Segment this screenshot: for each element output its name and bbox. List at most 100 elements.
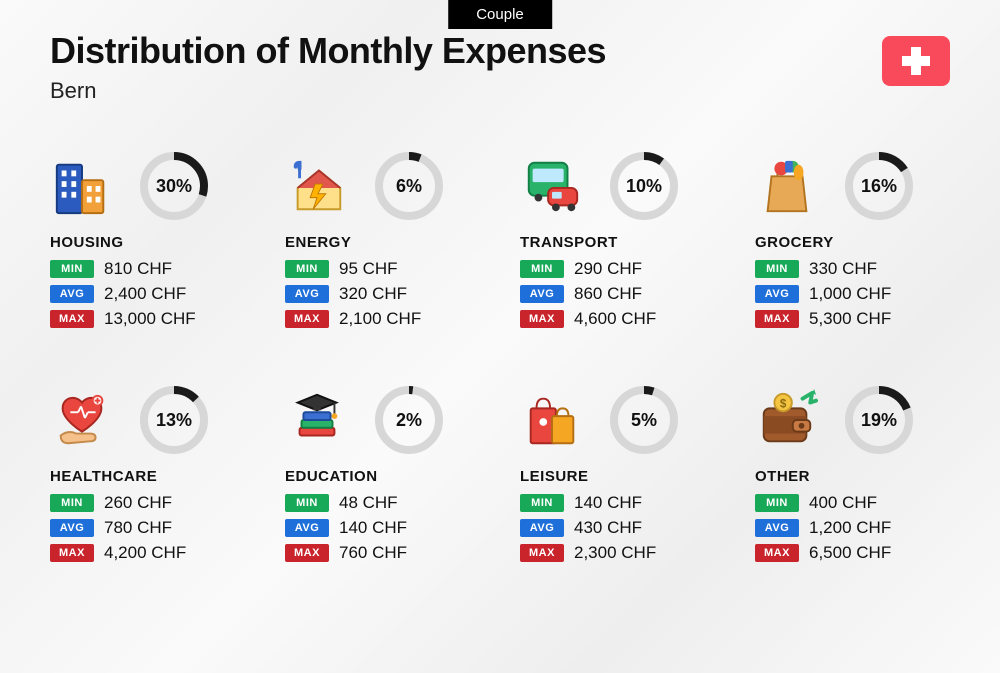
healthcare-percent-label: 13%: [138, 384, 210, 456]
grocery-min-value: 330 CHF: [809, 259, 877, 279]
max-badge: MAX: [520, 310, 564, 328]
leisure-max-row: MAX 2,300 CHF: [520, 543, 735, 563]
leisure-min-row: MIN 140 CHF: [520, 493, 735, 513]
grocery-percent-label: 16%: [843, 150, 915, 222]
max-badge: MAX: [755, 310, 799, 328]
category-card-grocery: 16% GROCERY MIN 330 CHF AVG 1,000 CHF MA…: [755, 150, 970, 334]
max-badge: MAX: [50, 544, 94, 562]
energy-max-value: 2,100 CHF: [339, 309, 421, 329]
housing-percent-donut: 30%: [138, 150, 210, 222]
housing-icon: [50, 154, 114, 218]
category-card-education: 2% EDUCATION MIN 48 CHF AVG 140 CHF MAX …: [285, 384, 500, 568]
min-badge: MIN: [755, 494, 799, 512]
max-badge: MAX: [520, 544, 564, 562]
max-badge: MAX: [285, 310, 329, 328]
transport-percent-donut: 10%: [608, 150, 680, 222]
other-percent-donut: 19%: [843, 384, 915, 456]
education-percent-donut: 2%: [373, 384, 445, 456]
housing-min-value: 810 CHF: [104, 259, 172, 279]
healthcare-avg-value: 780 CHF: [104, 518, 172, 538]
education-icon: [285, 388, 349, 452]
other-name: OTHER: [755, 468, 970, 485]
min-badge: MIN: [520, 494, 564, 512]
min-badge: MIN: [50, 260, 94, 278]
healthcare-max-value: 4,200 CHF: [104, 543, 186, 563]
other-percent-label: 19%: [843, 384, 915, 456]
min-badge: MIN: [50, 494, 94, 512]
title-block: Distribution of Monthly Expenses Bern: [50, 30, 606, 104]
min-badge: MIN: [755, 260, 799, 278]
transport-avg-row: AVG 860 CHF: [520, 284, 735, 304]
leisure-name: LEISURE: [520, 468, 735, 485]
avg-badge: AVG: [520, 285, 564, 303]
housing-max-value: 13,000 CHF: [104, 309, 196, 329]
avg-badge: AVG: [285, 285, 329, 303]
education-percent-label: 2%: [373, 384, 445, 456]
category-card-energy: 6% ENERGY MIN 95 CHF AVG 320 CHF MAX 2,1…: [285, 150, 500, 334]
leisure-percent-label: 5%: [608, 384, 680, 456]
transport-min-value: 290 CHF: [574, 259, 642, 279]
other-min-row: MIN 400 CHF: [755, 493, 970, 513]
swiss-flag-icon: [882, 36, 950, 86]
leisure-max-value: 2,300 CHF: [574, 543, 656, 563]
min-badge: MIN: [520, 260, 564, 278]
energy-min-row: MIN 95 CHF: [285, 259, 500, 279]
other-avg-row: AVG 1,200 CHF: [755, 518, 970, 538]
transport-max-row: MAX 4,600 CHF: [520, 309, 735, 329]
avg-badge: AVG: [285, 519, 329, 537]
transport-percent-label: 10%: [608, 150, 680, 222]
healthcare-avg-row: AVG 780 CHF: [50, 518, 265, 538]
category-card-healthcare: 13% HEALTHCARE MIN 260 CHF AVG 780 CHF M…: [50, 384, 265, 568]
healthcare-percent-donut: 13%: [138, 384, 210, 456]
healthcare-icon: [50, 388, 114, 452]
household-type-badge: Couple: [448, 0, 552, 29]
other-icon: $: [755, 388, 819, 452]
housing-min-row: MIN 810 CHF: [50, 259, 265, 279]
max-badge: MAX: [755, 544, 799, 562]
education-min-row: MIN 48 CHF: [285, 493, 500, 513]
other-avg-value: 1,200 CHF: [809, 518, 891, 538]
other-max-value: 6,500 CHF: [809, 543, 891, 563]
energy-percent-label: 6%: [373, 150, 445, 222]
category-card-other: $ 19% OTHER MIN 400 CHF AVG 1,200 CHF MA…: [755, 384, 970, 568]
grocery-avg-value: 1,000 CHF: [809, 284, 891, 304]
category-card-housing: 30% HOUSING MIN 810 CHF AVG 2,400 CHF MA…: [50, 150, 265, 334]
avg-badge: AVG: [755, 519, 799, 537]
transport-max-value: 4,600 CHF: [574, 309, 656, 329]
education-max-value: 760 CHF: [339, 543, 407, 563]
grocery-avg-row: AVG 1,000 CHF: [755, 284, 970, 304]
other-min-value: 400 CHF: [809, 493, 877, 513]
transport-avg-value: 860 CHF: [574, 284, 642, 304]
energy-avg-value: 320 CHF: [339, 284, 407, 304]
page-subtitle: Bern: [50, 78, 606, 104]
grocery-min-row: MIN 330 CHF: [755, 259, 970, 279]
healthcare-min-value: 260 CHF: [104, 493, 172, 513]
leisure-min-value: 140 CHF: [574, 493, 642, 513]
category-card-leisure: 5% LEISURE MIN 140 CHF AVG 430 CHF MAX 2…: [520, 384, 735, 568]
grocery-icon: [755, 154, 819, 218]
education-min-value: 48 CHF: [339, 493, 398, 513]
housing-name: HOUSING: [50, 234, 265, 251]
leisure-percent-donut: 5%: [608, 384, 680, 456]
other-max-row: MAX 6,500 CHF: [755, 543, 970, 563]
min-badge: MIN: [285, 494, 329, 512]
transport-name: TRANSPORT: [520, 234, 735, 251]
education-max-row: MAX 760 CHF: [285, 543, 500, 563]
leisure-icon: [520, 388, 584, 452]
avg-badge: AVG: [50, 285, 94, 303]
svg-text:$: $: [780, 397, 787, 410]
avg-badge: AVG: [755, 285, 799, 303]
transport-icon: [520, 154, 584, 218]
energy-min-value: 95 CHF: [339, 259, 398, 279]
education-avg-value: 140 CHF: [339, 518, 407, 538]
housing-max-row: MAX 13,000 CHF: [50, 309, 265, 329]
avg-badge: AVG: [50, 519, 94, 537]
energy-avg-row: AVG 320 CHF: [285, 284, 500, 304]
min-badge: MIN: [285, 260, 329, 278]
energy-max-row: MAX 2,100 CHF: [285, 309, 500, 329]
category-card-transport: 10% TRANSPORT MIN 290 CHF AVG 860 CHF MA…: [520, 150, 735, 334]
header: Distribution of Monthly Expenses Bern: [50, 30, 950, 104]
energy-name: ENERGY: [285, 234, 500, 251]
healthcare-min-row: MIN 260 CHF: [50, 493, 265, 513]
transport-min-row: MIN 290 CHF: [520, 259, 735, 279]
